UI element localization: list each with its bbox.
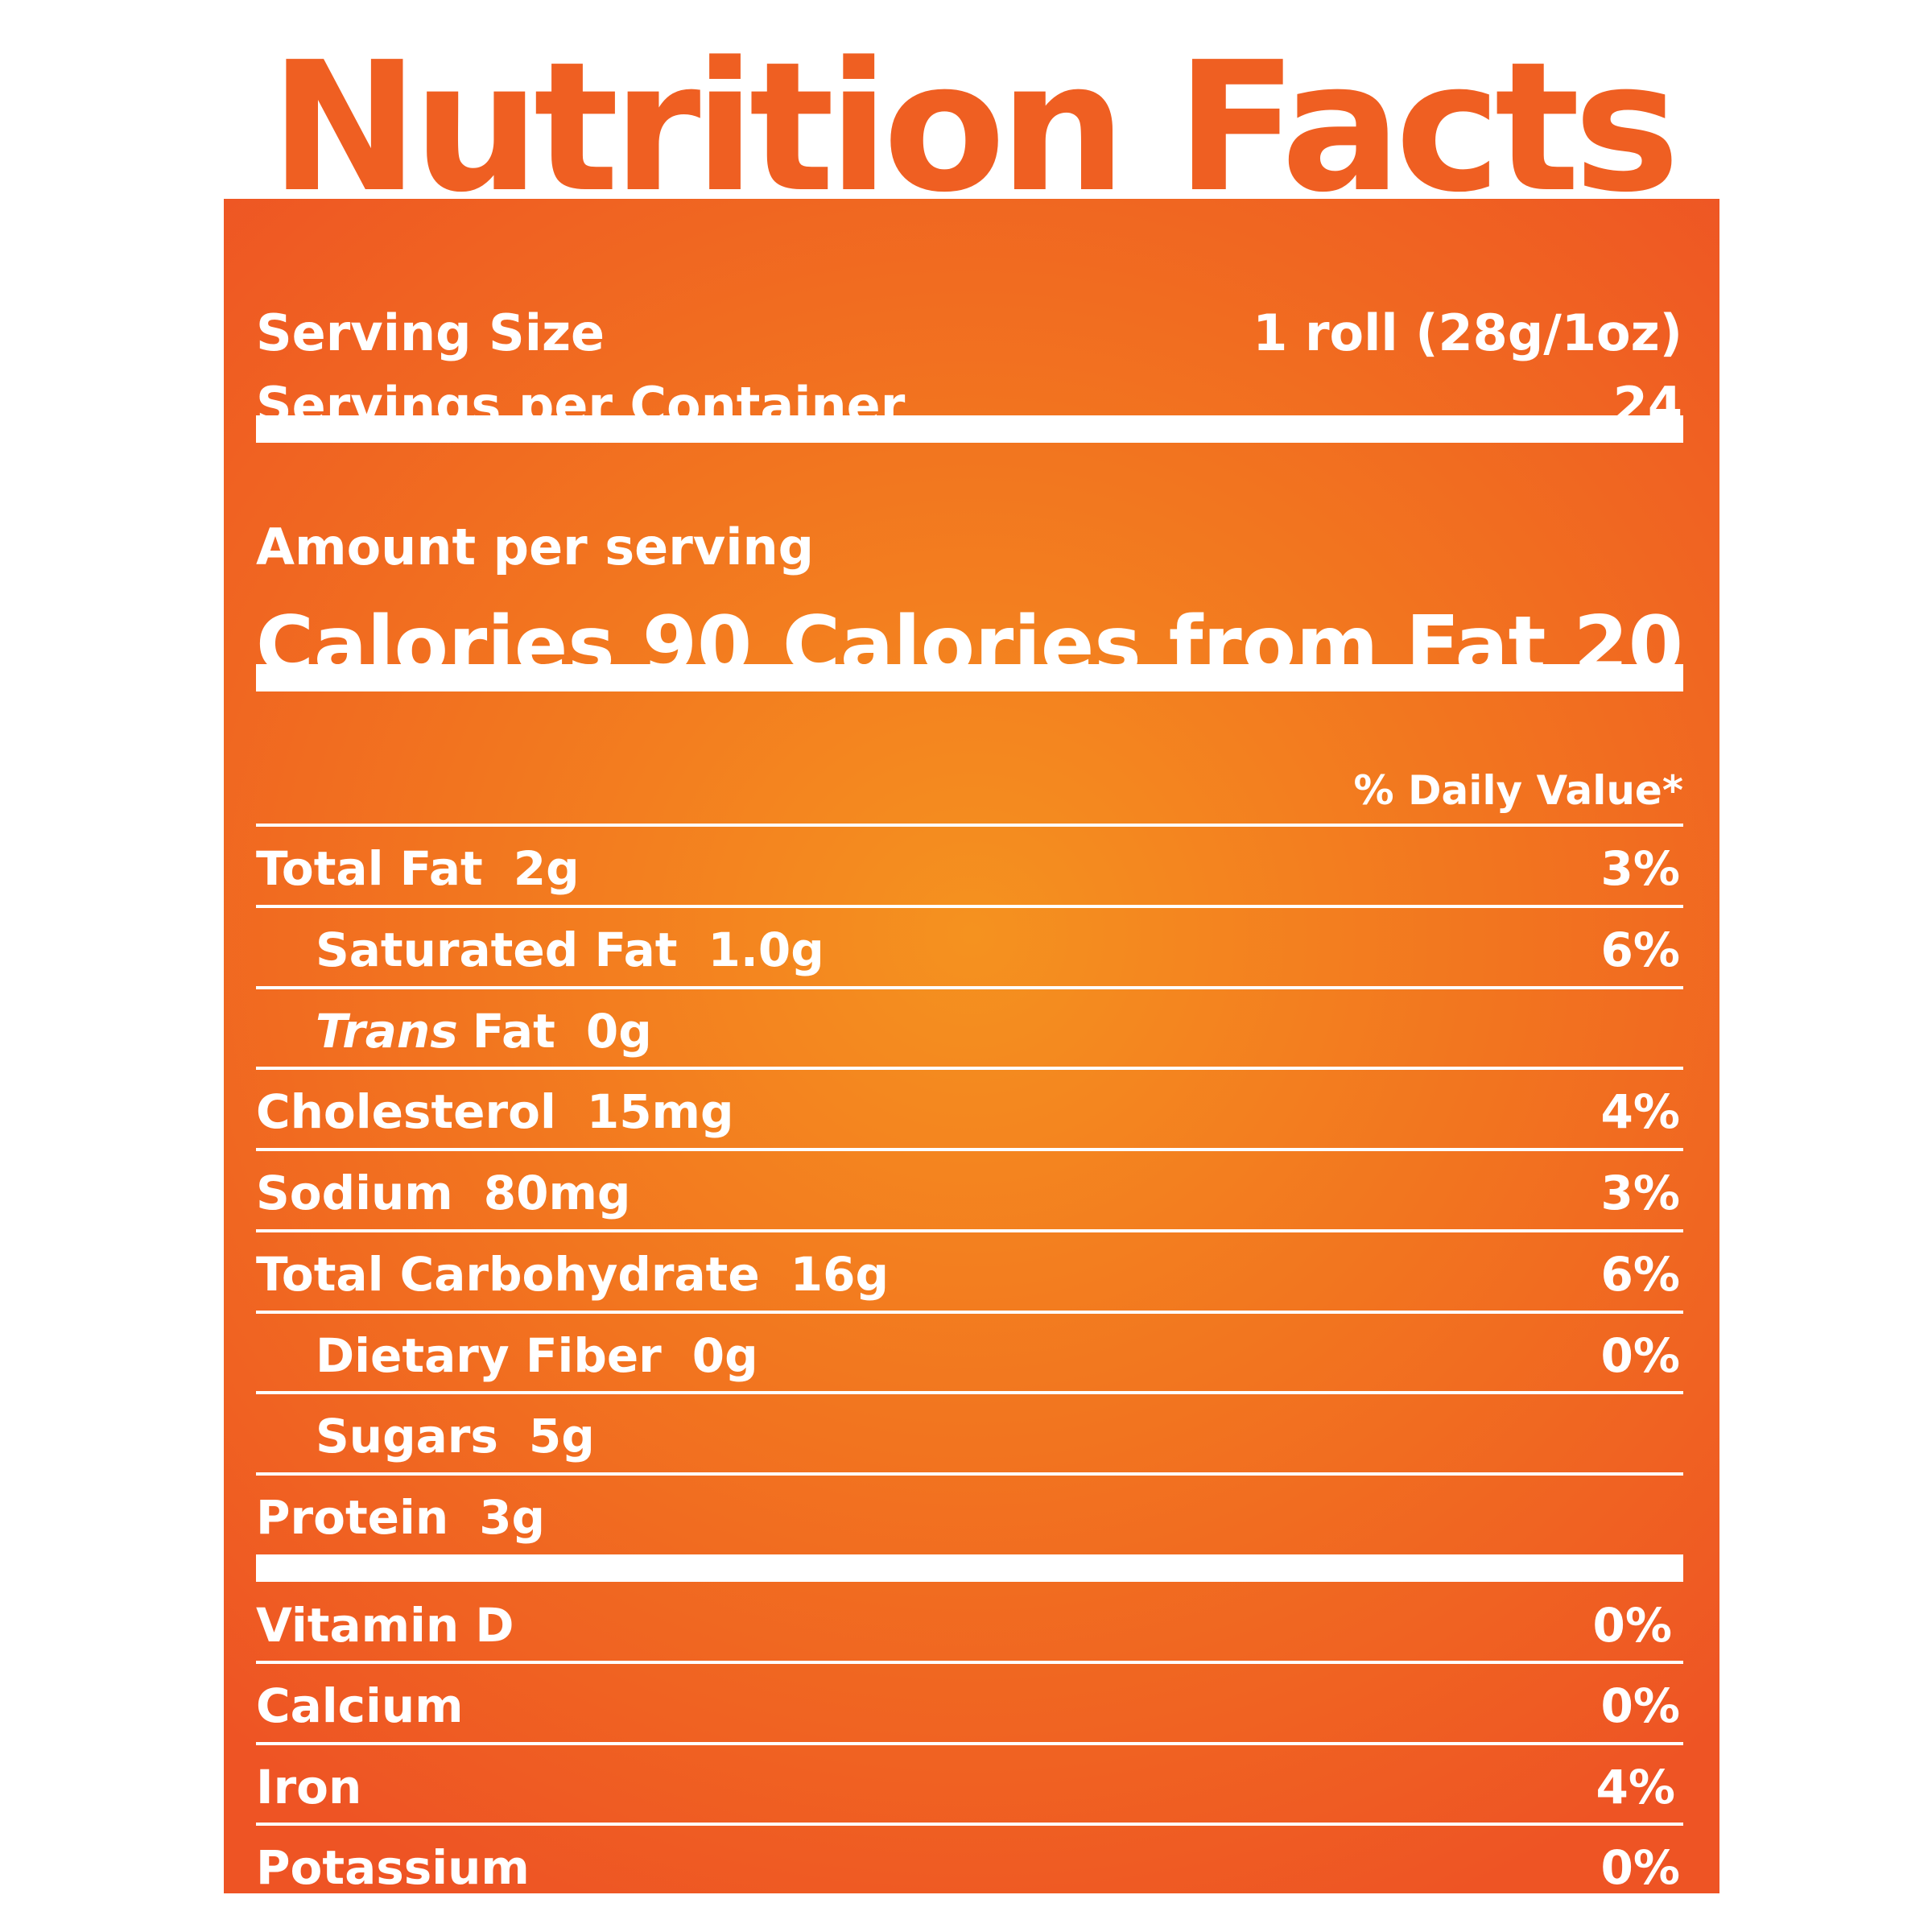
serving-size-label: Serving Size — [256, 303, 605, 362]
nutrient-amount: 15mg — [586, 1084, 734, 1139]
nutrient-amount: 0g — [585, 1004, 652, 1059]
nutrient-amount: 5g — [528, 1409, 595, 1463]
nutrient-name: Total Fat — [256, 841, 483, 896]
vitamin-name: Potassium — [256, 1840, 530, 1893]
vitamin-row-vitamin-d: Vitamin D 0% — [256, 1583, 1683, 1656]
row-divider — [256, 1229, 1683, 1232]
row-divider — [256, 1067, 1683, 1070]
row-divider — [256, 1742, 1683, 1745]
nutrient-name: Saturated Fat — [316, 923, 678, 977]
nutrient-daily-value: 3% — [1600, 841, 1680, 896]
nutrient-row-protein: Protein 3g — [256, 1476, 1683, 1548]
nutrient-daily-value: 6% — [1600, 1247, 1680, 1302]
nutrient-amount: 1.0g — [708, 923, 824, 977]
nutrient-name: Sugars — [316, 1409, 498, 1463]
row-divider — [256, 1148, 1683, 1151]
nutrient-amount: 80mg — [483, 1166, 631, 1220]
row-divider — [256, 1311, 1683, 1314]
daily-value-header: % Daily Value* — [1353, 767, 1683, 814]
vitamin-daily-value: 0% — [1592, 1598, 1672, 1653]
row-divider — [256, 905, 1683, 908]
vitamin-name: Calcium — [256, 1678, 464, 1733]
row-divider — [256, 1661, 1683, 1664]
row-divider — [256, 1472, 1683, 1476]
nutrient-daily-value: 3% — [1600, 1166, 1680, 1220]
vitamin-daily-value: 4% — [1596, 1760, 1675, 1814]
nutrient-row-sugars: Sugars 5g — [256, 1394, 1683, 1467]
vitamin-row-iron: Iron 4% — [256, 1745, 1683, 1818]
vitamin-name: Vitamin D — [256, 1598, 514, 1653]
nutrient-row-sodium: Sodium 80mg 3% — [256, 1151, 1683, 1224]
row-divider — [256, 824, 1683, 827]
serving-size-value: 1 roll (28g/1oz) — [1253, 303, 1682, 362]
nutrient-amount: 2g — [513, 841, 580, 896]
thick-divider — [256, 664, 1683, 691]
nutrient-row-saturated-fat: Saturated Fat 1.0g 6% — [256, 908, 1683, 980]
vitamin-row-potassium: Potassium 0% — [256, 1826, 1683, 1893]
nutrient-row-total-carbohydrate: Total Carbohydrate 16g 6% — [256, 1232, 1683, 1305]
nutrient-name-italic: Trans — [316, 1004, 458, 1059]
nutrient-row-dietary-fiber: Dietary Fiber 0g 0% — [256, 1314, 1683, 1386]
nutrient-name: Cholesterol — [256, 1084, 556, 1139]
nutrient-amount: 3g — [479, 1490, 546, 1545]
thick-divider — [256, 415, 1683, 443]
nutrient-amount: 0g — [691, 1328, 758, 1383]
title: Nutrition Facts — [270, 49, 1680, 199]
nutrient-name: Fat — [472, 1004, 555, 1059]
amount-per-serving: Amount per serving — [256, 518, 814, 576]
row-divider — [256, 1391, 1683, 1394]
vitamin-daily-value: 0% — [1600, 1840, 1680, 1893]
nutrient-name: Protein — [256, 1490, 449, 1545]
nutrient-daily-value: 6% — [1600, 923, 1680, 977]
title-box: Nutrition Facts — [224, 49, 1719, 199]
row-divider — [256, 1823, 1683, 1826]
nutrient-row-total-fat: Total Fat 2g 3% — [256, 827, 1683, 899]
vitamin-row-calcium: Calcium 0% — [256, 1664, 1683, 1736]
vitamin-name: Iron — [256, 1760, 362, 1814]
row-divider — [256, 986, 1683, 989]
nutrient-row-trans-fat: Trans Fat 0g — [256, 989, 1683, 1062]
nutrition-label: Nutrition Facts Serving Size 1 roll (28g… — [224, 49, 1719, 1893]
nutrient-row-cholesterol: Cholesterol 15mg 4% — [256, 1070, 1683, 1142]
nutrient-name: Sodium — [256, 1166, 453, 1220]
nutrient-amount: 16g — [790, 1247, 889, 1302]
vitamin-daily-value: 0% — [1600, 1678, 1680, 1733]
nutrient-name: Dietary Fiber — [316, 1328, 662, 1383]
nutrient-daily-value: 0% — [1600, 1328, 1680, 1383]
nutrient-daily-value: 4% — [1600, 1084, 1680, 1139]
thick-divider — [256, 1554, 1683, 1582]
nutrient-name: Total Carbohydrate — [256, 1247, 760, 1302]
